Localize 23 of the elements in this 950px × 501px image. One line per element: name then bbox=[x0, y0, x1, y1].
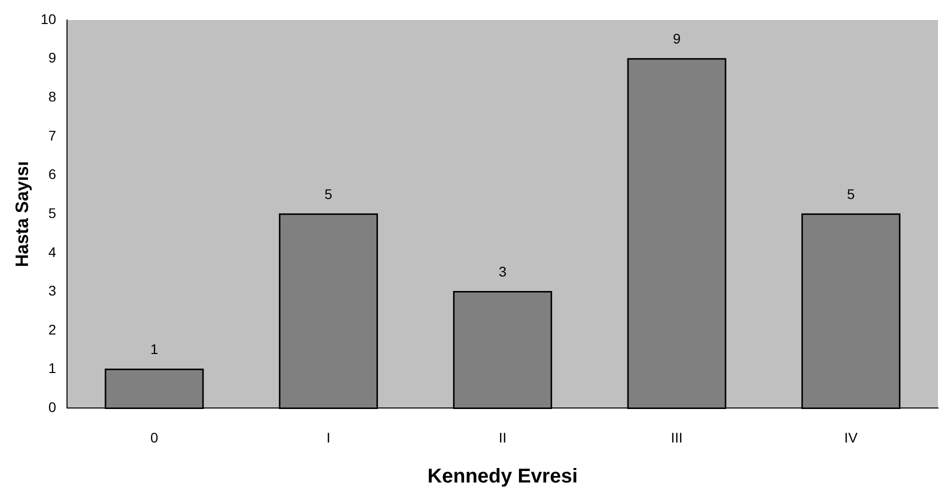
y-axis-title: Hasta Sayısı bbox=[12, 161, 32, 268]
y-tick-label: 3 bbox=[48, 282, 56, 299]
x-tick-label: III bbox=[670, 429, 683, 446]
y-tick-label: 8 bbox=[48, 88, 56, 104]
y-tick-label: 1 bbox=[48, 360, 56, 376]
y-tick-label: 9 bbox=[48, 50, 56, 66]
x-tick-label: IV bbox=[844, 429, 858, 446]
y-tick-label: 0 bbox=[48, 399, 56, 416]
y-tick-label: 7 bbox=[48, 127, 56, 144]
x-tick-label: II bbox=[498, 429, 506, 446]
y-tick-label: 4 bbox=[48, 244, 56, 260]
y-tick-label: 5 bbox=[48, 204, 56, 221]
data-label: 3 bbox=[498, 264, 507, 280]
data-label: 9 bbox=[672, 30, 681, 47]
y-tick-label: 2 bbox=[48, 321, 56, 338]
y-tick-label: 10 bbox=[40, 10, 56, 27]
x-tick-label: I bbox=[326, 429, 330, 446]
x-axis-title: Kennedy Evresi bbox=[428, 466, 578, 488]
data-label: 5 bbox=[324, 186, 333, 202]
data-label: 1 bbox=[150, 341, 158, 358]
data-label: 5 bbox=[847, 186, 856, 202]
x-tick-label: 0 bbox=[150, 429, 158, 446]
y-tick-label: 6 bbox=[48, 166, 56, 182]
